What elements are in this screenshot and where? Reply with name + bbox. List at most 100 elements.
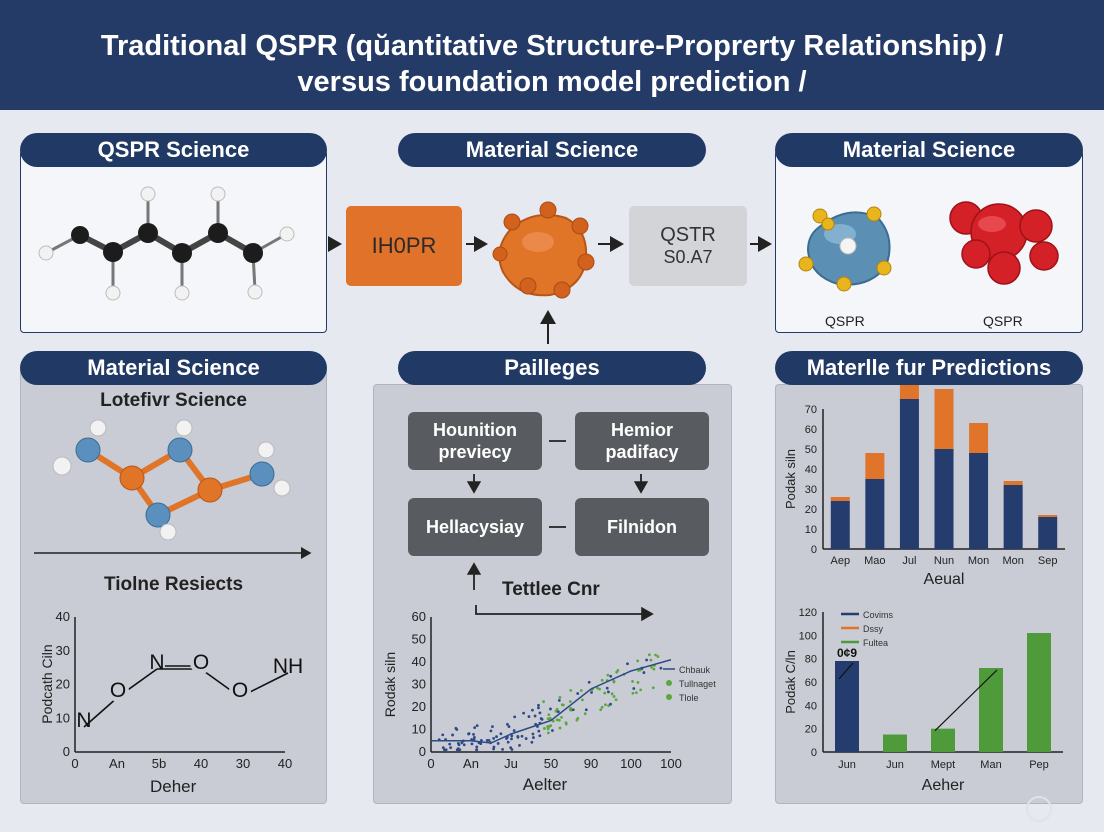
scatter-point [549,707,552,711]
stacked-bar-base [934,449,954,549]
scatter-point [472,738,476,741]
chain-molecule [38,186,295,301]
scatter-point [520,734,524,738]
x-tick-label: Nun [934,555,954,567]
title-banner: Traditional QSPR (qŭantitative Structure… [0,0,1104,110]
scatter-point [457,743,461,747]
scatter-point [603,691,607,695]
legend-label: Fultea [863,638,888,648]
chain-atom-n: N [76,709,91,732]
scatter-point [495,735,498,739]
scatter-point [506,722,509,726]
scatter-point [454,726,458,730]
scatter-point [518,743,521,747]
bar-annotation: 0¢9 [837,646,857,660]
y-tick-label: 50 [805,444,817,456]
colored-bar-chart: 0 20 40 60 80 100 120 Jun Jun Mept Man Pep 0¢9 Covims… [783,607,1063,794]
colored-bar [1027,633,1051,752]
scatter-point [444,748,448,752]
y-tick-label: 30 [412,677,426,692]
scatter-point [458,748,462,752]
x-tick-label: Ju [504,756,518,771]
scatter-point [547,725,551,728]
scatter-point [579,689,583,692]
scatter-point [460,741,464,745]
scatter-point [634,691,638,695]
y-tick-label: 20 [412,699,426,714]
x-tick-label: 0 [427,756,434,771]
scatter-point [614,698,618,702]
scatter-point [556,710,560,714]
scatter-point [531,732,535,736]
scatter-point [610,692,614,696]
scatter-point [546,727,550,731]
scatter-point [475,745,479,749]
x-tick-label: An [109,756,125,771]
scatter-point [654,653,658,657]
predictions-title: Materlle fur Predictions [775,351,1083,385]
scatter-point [600,678,604,682]
stacked-bar-top [1038,515,1058,517]
scatter-point [604,703,607,707]
scatter-point [605,686,609,690]
scatter-point [513,715,517,719]
scatter-point [595,686,599,690]
x-tick-label: Mon [1002,555,1023,567]
stacked-bar-top [830,497,850,501]
scatter-point [548,716,552,720]
x-tick-label: Jul [902,555,916,567]
scatter-point [537,706,540,710]
scatter-point [533,714,537,718]
x-tick-label: 40 [278,756,292,771]
y-tick-label: 20 [805,724,817,736]
material-science-title-right: Material Science [775,133,1083,167]
y-tick-label: 40 [805,464,817,476]
scatter-point [507,725,511,728]
node-hellacysiay: Hellacysiay [408,498,542,556]
node-filnidon-label: Filnidon [607,517,677,537]
scatter-point [609,674,613,678]
scatter-point [571,708,575,712]
scatter-point [462,743,466,747]
scatter-point [467,732,470,736]
y-tick-label: 30 [56,643,70,658]
scatter-point [598,687,601,691]
scatter-point [564,721,568,725]
y-tick-label: 60 [805,677,817,689]
scatter-point [537,703,540,707]
scatter-point [568,700,572,703]
scatter-point [581,698,584,702]
scatter-point [472,735,476,739]
y-tick-label: 0 [63,744,70,759]
scatter-point [632,687,636,690]
scatter-point [492,745,496,749]
x-tick-label: 40 [194,756,208,771]
scatter-point [609,702,612,706]
ring-molecule [52,419,291,541]
scatter-point [607,690,610,694]
qspr-label-left: QSPR [825,313,865,329]
legend-swatch [666,680,672,686]
scatter-point [600,705,604,709]
y-tick-label: 10 [412,722,426,737]
legend-label: Chbauk [679,665,711,675]
scatter-point [522,711,526,715]
colored-bar [883,734,907,752]
stacked-chart-ylabel: Podak siln [783,449,798,509]
scatter-point [441,733,445,737]
y-tick-label: 30 [805,484,817,496]
scatter-point [631,680,634,683]
stacked-bar-base [969,453,989,549]
scatter-point [575,718,579,722]
scatter-point [584,708,588,712]
x-tick-label: Mao [864,555,885,567]
scatter-point [506,740,510,744]
scatter-point [645,658,649,662]
scatter-point [475,748,478,752]
chain-atom-bg [229,680,251,702]
orange-process-box: IH0PR [346,206,462,286]
y-tick-label: 100 [799,630,817,642]
node-filnidon: Filnidon [575,498,709,556]
scatter-point [607,704,610,708]
